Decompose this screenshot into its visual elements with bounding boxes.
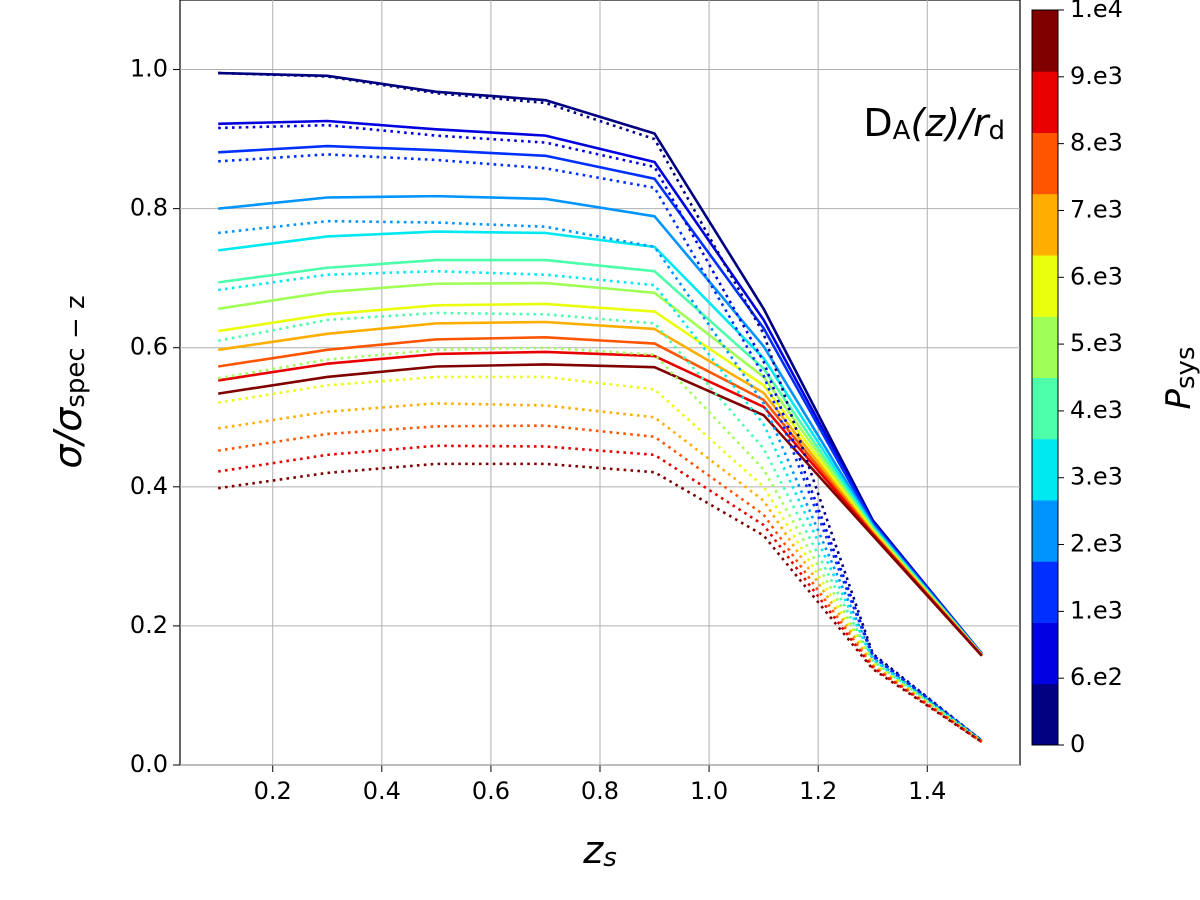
series-line xyxy=(217,350,983,657)
series-line xyxy=(217,346,983,743)
colorbar-label-part: sys xyxy=(1171,347,1200,389)
x-tick-label: 1.0 xyxy=(690,777,728,805)
colorbar-tick-label: 1.e4 xyxy=(1070,0,1123,23)
colorbar-tick-label: 5.e3 xyxy=(1070,329,1123,357)
y-tick-label: 0.0 xyxy=(130,750,168,778)
colorbar-tick-label: 2.e3 xyxy=(1070,530,1123,558)
x-tick-label: 0.4 xyxy=(363,777,401,805)
colorbar-label-part: P xyxy=(1159,389,1199,410)
series-line xyxy=(217,302,983,656)
annotation: DA(z)/rd xyxy=(863,101,1005,147)
colorbar-tick-label: 1.e3 xyxy=(1070,596,1123,624)
series-line xyxy=(217,444,983,744)
series-line xyxy=(218,258,983,656)
colorbar-frame xyxy=(1031,9,1059,746)
series-line xyxy=(217,320,983,656)
colorbar-band xyxy=(1032,683,1058,746)
colorbar-band xyxy=(1032,377,1058,440)
colorbar-tick-label: 7.e3 xyxy=(1070,195,1123,223)
colorbar-band xyxy=(1032,71,1058,133)
colorbar-band xyxy=(1032,10,1058,72)
x-tick-label: 0.8 xyxy=(581,777,619,805)
colorbar-band xyxy=(1032,438,1058,501)
series-line xyxy=(218,71,983,742)
y-axis-label: σ/σspec − z xyxy=(46,295,92,468)
y-tick-label: 1.0 xyxy=(130,55,168,83)
x-tick-label: 0.6 xyxy=(472,777,510,805)
series-line xyxy=(217,281,983,656)
x-axis-label-part: s xyxy=(603,843,617,873)
y-tick-label: 0.8 xyxy=(130,194,168,222)
colorbar-band xyxy=(1032,132,1058,195)
colorbar-band xyxy=(1032,255,1058,317)
annotation-part: A xyxy=(893,116,911,146)
colorbar-tick-label: 3.e3 xyxy=(1070,463,1123,491)
x-tick-label: 1.4 xyxy=(908,777,946,805)
colorbar-tick-label: 0 xyxy=(1070,730,1085,758)
y-tick-label: 0.4 xyxy=(130,472,168,500)
series-line xyxy=(218,194,983,656)
colorbar-band xyxy=(1032,193,1058,256)
colorbar-label: Psys xyxy=(1159,347,1200,410)
colorbar-tick-label: 6.e2 xyxy=(1070,663,1123,691)
y-axis-label-part: σ/σ xyxy=(46,406,90,469)
y-tick-label: 0.6 xyxy=(130,333,168,361)
x-tick-label: 1.2 xyxy=(799,777,837,805)
annotation-part: (z)/r xyxy=(910,101,990,145)
annotation-part: d xyxy=(988,116,1005,146)
y-tick-label: 0.2 xyxy=(130,611,168,639)
colorbar-band xyxy=(1032,500,1058,562)
series-line xyxy=(217,402,983,743)
series-line xyxy=(218,71,983,655)
series-line xyxy=(218,144,983,655)
series-line xyxy=(217,363,983,657)
colorbar-tick-label: 8.e3 xyxy=(1070,129,1123,157)
x-axis-label-part: z xyxy=(582,828,604,872)
colorbar-tick-label: 6.e3 xyxy=(1070,262,1123,290)
colorbar-band xyxy=(1032,561,1058,623)
annotation-part: D xyxy=(863,101,892,145)
colorbar-tick-label: 4.e3 xyxy=(1070,396,1123,424)
series-line xyxy=(218,230,983,656)
colorbar-band xyxy=(1032,622,1058,685)
colorbar-tick-label: 9.e3 xyxy=(1070,62,1123,90)
colorbar-band xyxy=(1032,316,1058,378)
x-tick-label: 0.2 xyxy=(254,777,292,805)
x-axis-label: zs xyxy=(582,828,617,874)
y-axis-label-part: spec − z xyxy=(61,295,91,407)
